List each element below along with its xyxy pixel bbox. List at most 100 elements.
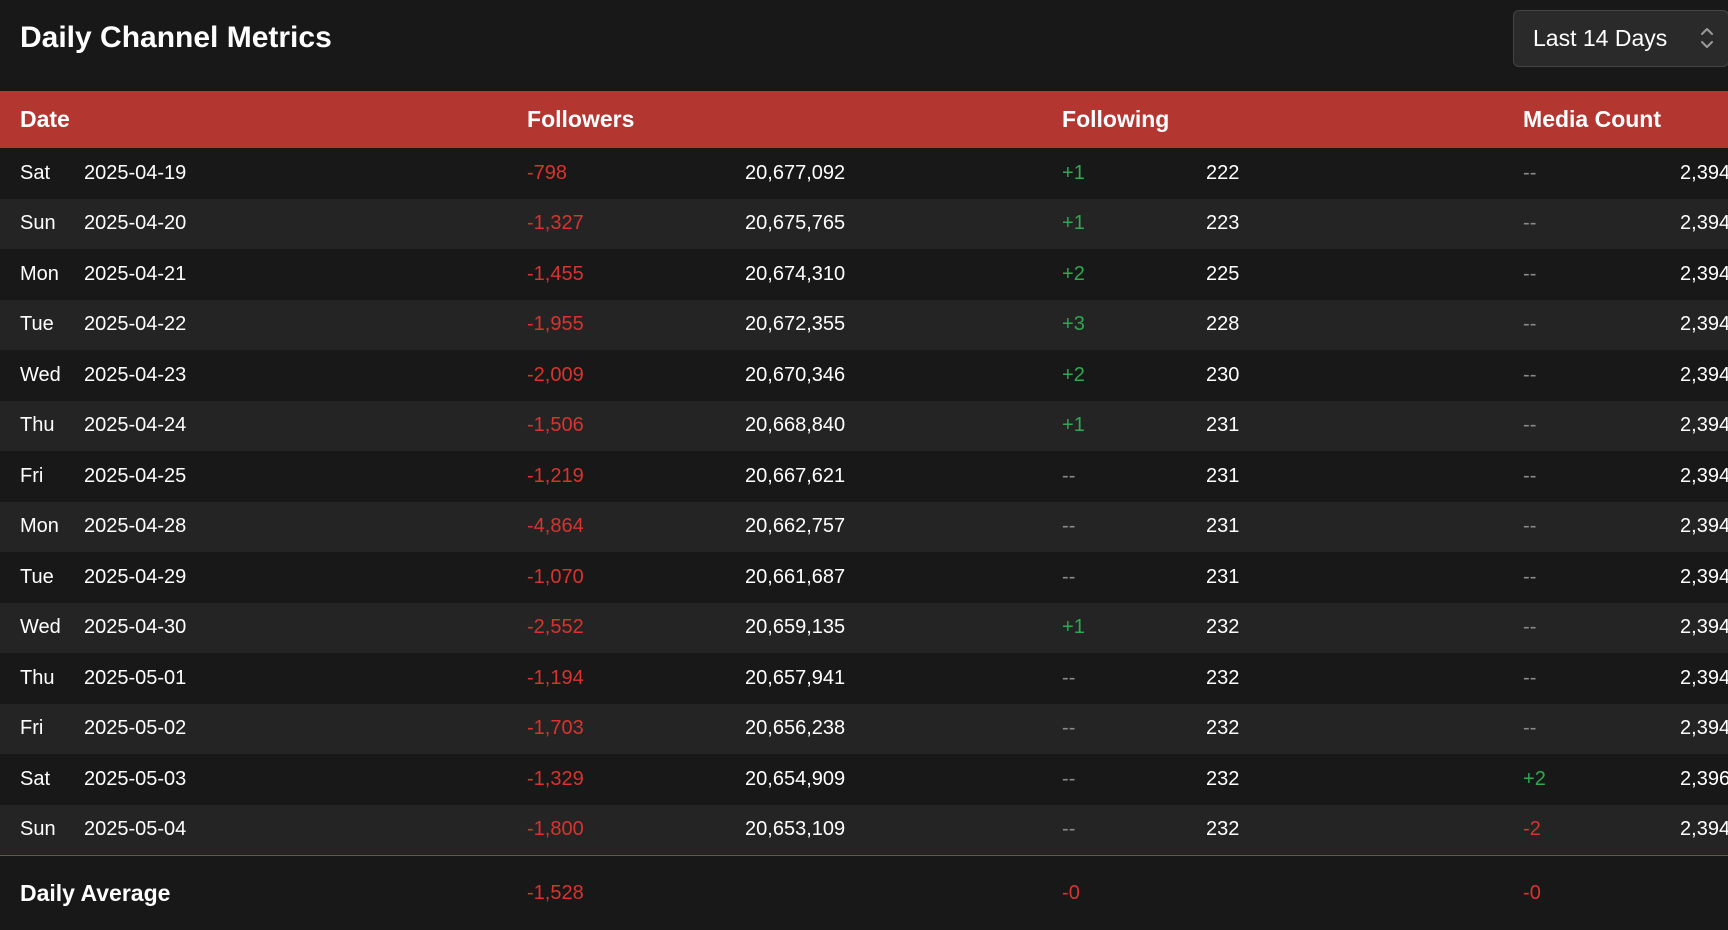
row-followers-total: 20,659,135 xyxy=(745,603,1062,654)
row-followers-total: 20,662,757 xyxy=(745,502,1062,553)
daily-average-row: Daily Average -1,528 -0 -0 xyxy=(0,856,1728,930)
row-followers-total: 20,670,346 xyxy=(745,350,1062,401)
row-day: Wed xyxy=(0,603,84,654)
row-followers-change: -1,070 xyxy=(527,552,745,603)
row-followers-change: -1,703 xyxy=(527,704,745,755)
page-title: Daily Channel Metrics xyxy=(20,21,332,55)
row-day: Sat xyxy=(0,754,84,805)
row-followers-change: -1,955 xyxy=(527,300,745,351)
followers-average-spacer xyxy=(745,856,1062,930)
row-day: Fri xyxy=(0,451,84,502)
row-followers-total: 20,672,355 xyxy=(745,300,1062,351)
row-following-total: 231 xyxy=(1206,401,1523,452)
row-following-total: 232 xyxy=(1206,704,1523,755)
row-following-change: +2 xyxy=(1062,350,1206,401)
row-date: 2025-04-25 xyxy=(84,451,527,502)
row-day: Mon xyxy=(0,249,84,300)
row-date: 2025-04-28 xyxy=(84,502,527,553)
followers-average: -1,528 xyxy=(527,856,745,930)
row-followers-total: 20,667,621 xyxy=(745,451,1062,502)
row-date: 2025-04-21 xyxy=(84,249,527,300)
row-following-total: 231 xyxy=(1206,451,1523,502)
row-followers-change: -1,327 xyxy=(527,199,745,250)
row-media-change: -- xyxy=(1523,300,1680,351)
column-header-date[interactable]: Date xyxy=(0,91,527,148)
row-media-change: -- xyxy=(1523,148,1680,199)
row-media-total: 2,394 xyxy=(1680,653,1728,704)
row-following-total: 232 xyxy=(1206,653,1523,704)
row-media-change: -- xyxy=(1523,603,1680,654)
row-followers-change: -2,009 xyxy=(527,350,745,401)
row-day: Tue xyxy=(0,300,84,351)
row-date: 2025-05-03 xyxy=(84,754,527,805)
row-date: 2025-05-02 xyxy=(84,704,527,755)
row-day: Sat xyxy=(0,148,84,199)
row-followers-change: -4,864 xyxy=(527,502,745,553)
metrics-table: Date Followers Following Media Count Sat… xyxy=(0,91,1728,930)
row-date: 2025-04-19 xyxy=(84,148,527,199)
media-average: -0 xyxy=(1523,856,1680,930)
row-following-total: 231 xyxy=(1206,502,1523,553)
row-media-change: -- xyxy=(1523,451,1680,502)
row-following-total: 232 xyxy=(1206,603,1523,654)
date-range-select[interactable]: Last 14 Days xyxy=(1513,10,1728,67)
row-media-change: -- xyxy=(1523,199,1680,250)
row-following-change: -- xyxy=(1062,805,1206,856)
row-date: 2025-04-22 xyxy=(84,300,527,351)
row-following-change: +1 xyxy=(1062,603,1206,654)
row-following-change: -- xyxy=(1062,653,1206,704)
row-following-change: -- xyxy=(1062,502,1206,553)
row-date: 2025-05-04 xyxy=(84,805,527,856)
row-following-change: +3 xyxy=(1062,300,1206,351)
row-media-change: -- xyxy=(1523,653,1680,704)
following-average-spacer xyxy=(1206,856,1523,930)
row-following-total: 222 xyxy=(1206,148,1523,199)
row-media-total: 2,394 xyxy=(1680,552,1728,603)
row-media-change: -- xyxy=(1523,249,1680,300)
row-date: 2025-04-29 xyxy=(84,552,527,603)
row-following-change: -- xyxy=(1062,754,1206,805)
row-day: Wed xyxy=(0,350,84,401)
media-average-spacer xyxy=(1680,856,1728,930)
row-day: Sun xyxy=(0,199,84,250)
following-average: -0 xyxy=(1062,856,1206,930)
row-media-total: 2,394 xyxy=(1680,451,1728,502)
row-media-total: 2,394 xyxy=(1680,249,1728,300)
row-day: Thu xyxy=(0,653,84,704)
row-following-change: +1 xyxy=(1062,199,1206,250)
row-media-change: -- xyxy=(1523,401,1680,452)
row-media-change: -- xyxy=(1523,704,1680,755)
row-followers-change: -1,194 xyxy=(527,653,745,704)
column-header-following[interactable]: Following xyxy=(1062,91,1523,148)
row-media-total: 2,394 xyxy=(1680,704,1728,755)
row-day: Fri xyxy=(0,704,84,755)
row-following-change: +1 xyxy=(1062,401,1206,452)
row-date: 2025-05-01 xyxy=(84,653,527,704)
column-header-media-count[interactable]: Media Count xyxy=(1523,91,1728,148)
row-following-total: 232 xyxy=(1206,754,1523,805)
row-followers-total: 20,677,092 xyxy=(745,148,1062,199)
row-media-total: 2,394 xyxy=(1680,199,1728,250)
row-day: Mon xyxy=(0,502,84,553)
row-media-total: 2,394 xyxy=(1680,502,1728,553)
row-followers-total: 20,654,909 xyxy=(745,754,1062,805)
row-followers-total: 20,657,941 xyxy=(745,653,1062,704)
row-following-change: -- xyxy=(1062,451,1206,502)
row-following-total: 232 xyxy=(1206,805,1523,856)
row-followers-change: -798 xyxy=(527,148,745,199)
row-followers-change: -1,329 xyxy=(527,754,745,805)
column-header-followers[interactable]: Followers xyxy=(527,91,1062,148)
row-followers-total: 20,656,238 xyxy=(745,704,1062,755)
row-day: Tue xyxy=(0,552,84,603)
row-followers-change: -1,800 xyxy=(527,805,745,856)
